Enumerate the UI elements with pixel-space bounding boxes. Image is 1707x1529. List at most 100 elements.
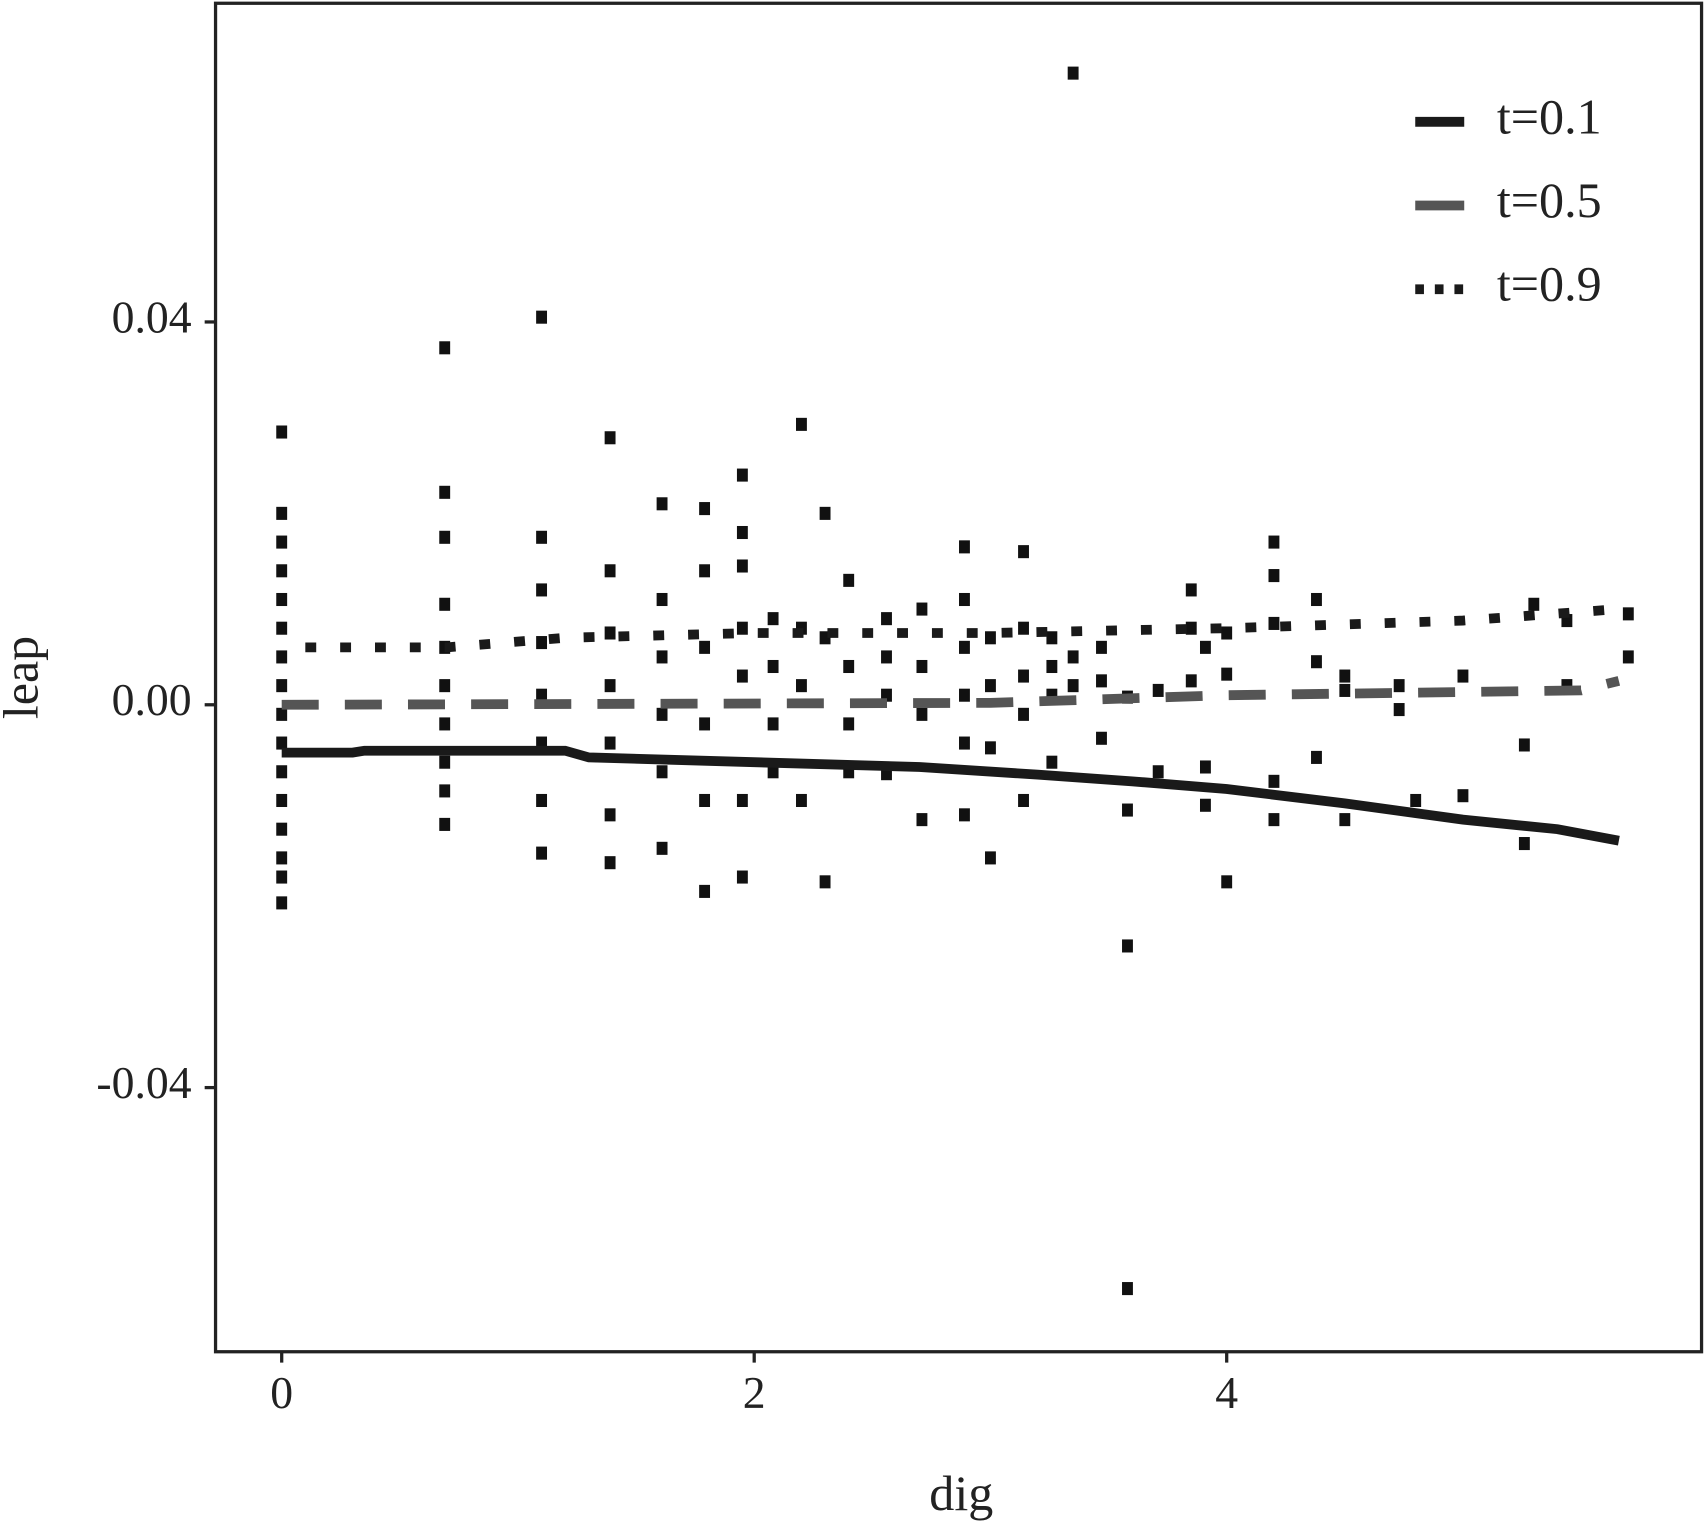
point (916, 707, 928, 721)
point (699, 717, 711, 731)
point (1339, 813, 1351, 827)
point (604, 564, 616, 578)
point (1311, 655, 1322, 669)
point (1339, 669, 1351, 683)
point (276, 870, 288, 884)
point (604, 431, 616, 445)
point (604, 679, 616, 693)
point (1221, 667, 1233, 681)
point (1152, 683, 1164, 697)
point (439, 597, 451, 611)
point (1018, 621, 1029, 635)
point (1311, 750, 1322, 764)
point (439, 755, 451, 769)
point (276, 707, 288, 721)
point (985, 741, 996, 755)
point (604, 808, 616, 822)
point (843, 573, 855, 587)
point (1185, 621, 1197, 635)
point (959, 688, 970, 702)
y-tick-label: 0.00 (112, 674, 192, 725)
point (276, 564, 288, 578)
point (656, 765, 668, 779)
point (1221, 626, 1233, 640)
y-tick-label: -0.04 (96, 1057, 191, 1108)
point (1221, 875, 1233, 889)
point (276, 736, 288, 750)
point (276, 896, 288, 910)
point (656, 497, 668, 511)
point (1561, 614, 1573, 628)
point (736, 468, 748, 482)
point (1046, 631, 1058, 645)
x-axis-title: dig (929, 1465, 993, 1521)
point (536, 793, 548, 808)
point (439, 817, 451, 831)
point (656, 592, 668, 607)
point (843, 765, 855, 779)
point (276, 793, 288, 808)
point (1122, 939, 1133, 953)
point (536, 583, 548, 597)
point (1067, 650, 1079, 664)
point (881, 612, 892, 626)
point (819, 506, 831, 520)
point (985, 851, 996, 865)
point (276, 506, 288, 520)
point (1268, 774, 1280, 788)
y-tick-label: 0.04 (112, 291, 192, 342)
point (1268, 569, 1280, 583)
point (796, 679, 807, 693)
point (276, 765, 288, 779)
y-axis-title: leap (0, 636, 49, 719)
point (604, 856, 616, 870)
point (656, 841, 668, 855)
point (439, 717, 451, 731)
point (1561, 679, 1573, 693)
point (536, 530, 548, 544)
point (959, 808, 970, 822)
point (985, 679, 996, 693)
x-tick-label: 2 (743, 1367, 766, 1418)
point (1122, 1282, 1133, 1296)
point (1096, 674, 1107, 688)
point (1018, 707, 1029, 721)
point (959, 540, 970, 554)
point (959, 736, 970, 750)
point (1457, 669, 1469, 683)
point (276, 851, 288, 865)
point (1457, 789, 1469, 803)
point (276, 535, 288, 549)
point (916, 602, 928, 616)
point (536, 846, 548, 860)
legend-label: t=0.5 (1497, 172, 1602, 228)
point (1122, 803, 1133, 817)
point (1528, 597, 1540, 611)
point (276, 621, 288, 635)
point (1311, 592, 1322, 607)
point (881, 650, 892, 664)
point (796, 793, 807, 808)
point (736, 525, 748, 540)
point (1018, 793, 1029, 808)
legend-label: t=0.9 (1497, 256, 1602, 312)
point (985, 631, 996, 645)
point (439, 784, 451, 798)
point (1268, 813, 1280, 827)
x-tick-label: 4 (1215, 1367, 1238, 1418)
point (439, 679, 451, 693)
point (767, 765, 779, 779)
point (767, 659, 779, 674)
point (736, 870, 748, 884)
point (819, 875, 831, 889)
point (1046, 755, 1058, 769)
point (767, 717, 779, 731)
point (276, 425, 288, 439)
point (843, 659, 855, 674)
point (736, 669, 748, 683)
point (1096, 731, 1107, 745)
point (1018, 669, 1029, 683)
point (1393, 703, 1405, 717)
